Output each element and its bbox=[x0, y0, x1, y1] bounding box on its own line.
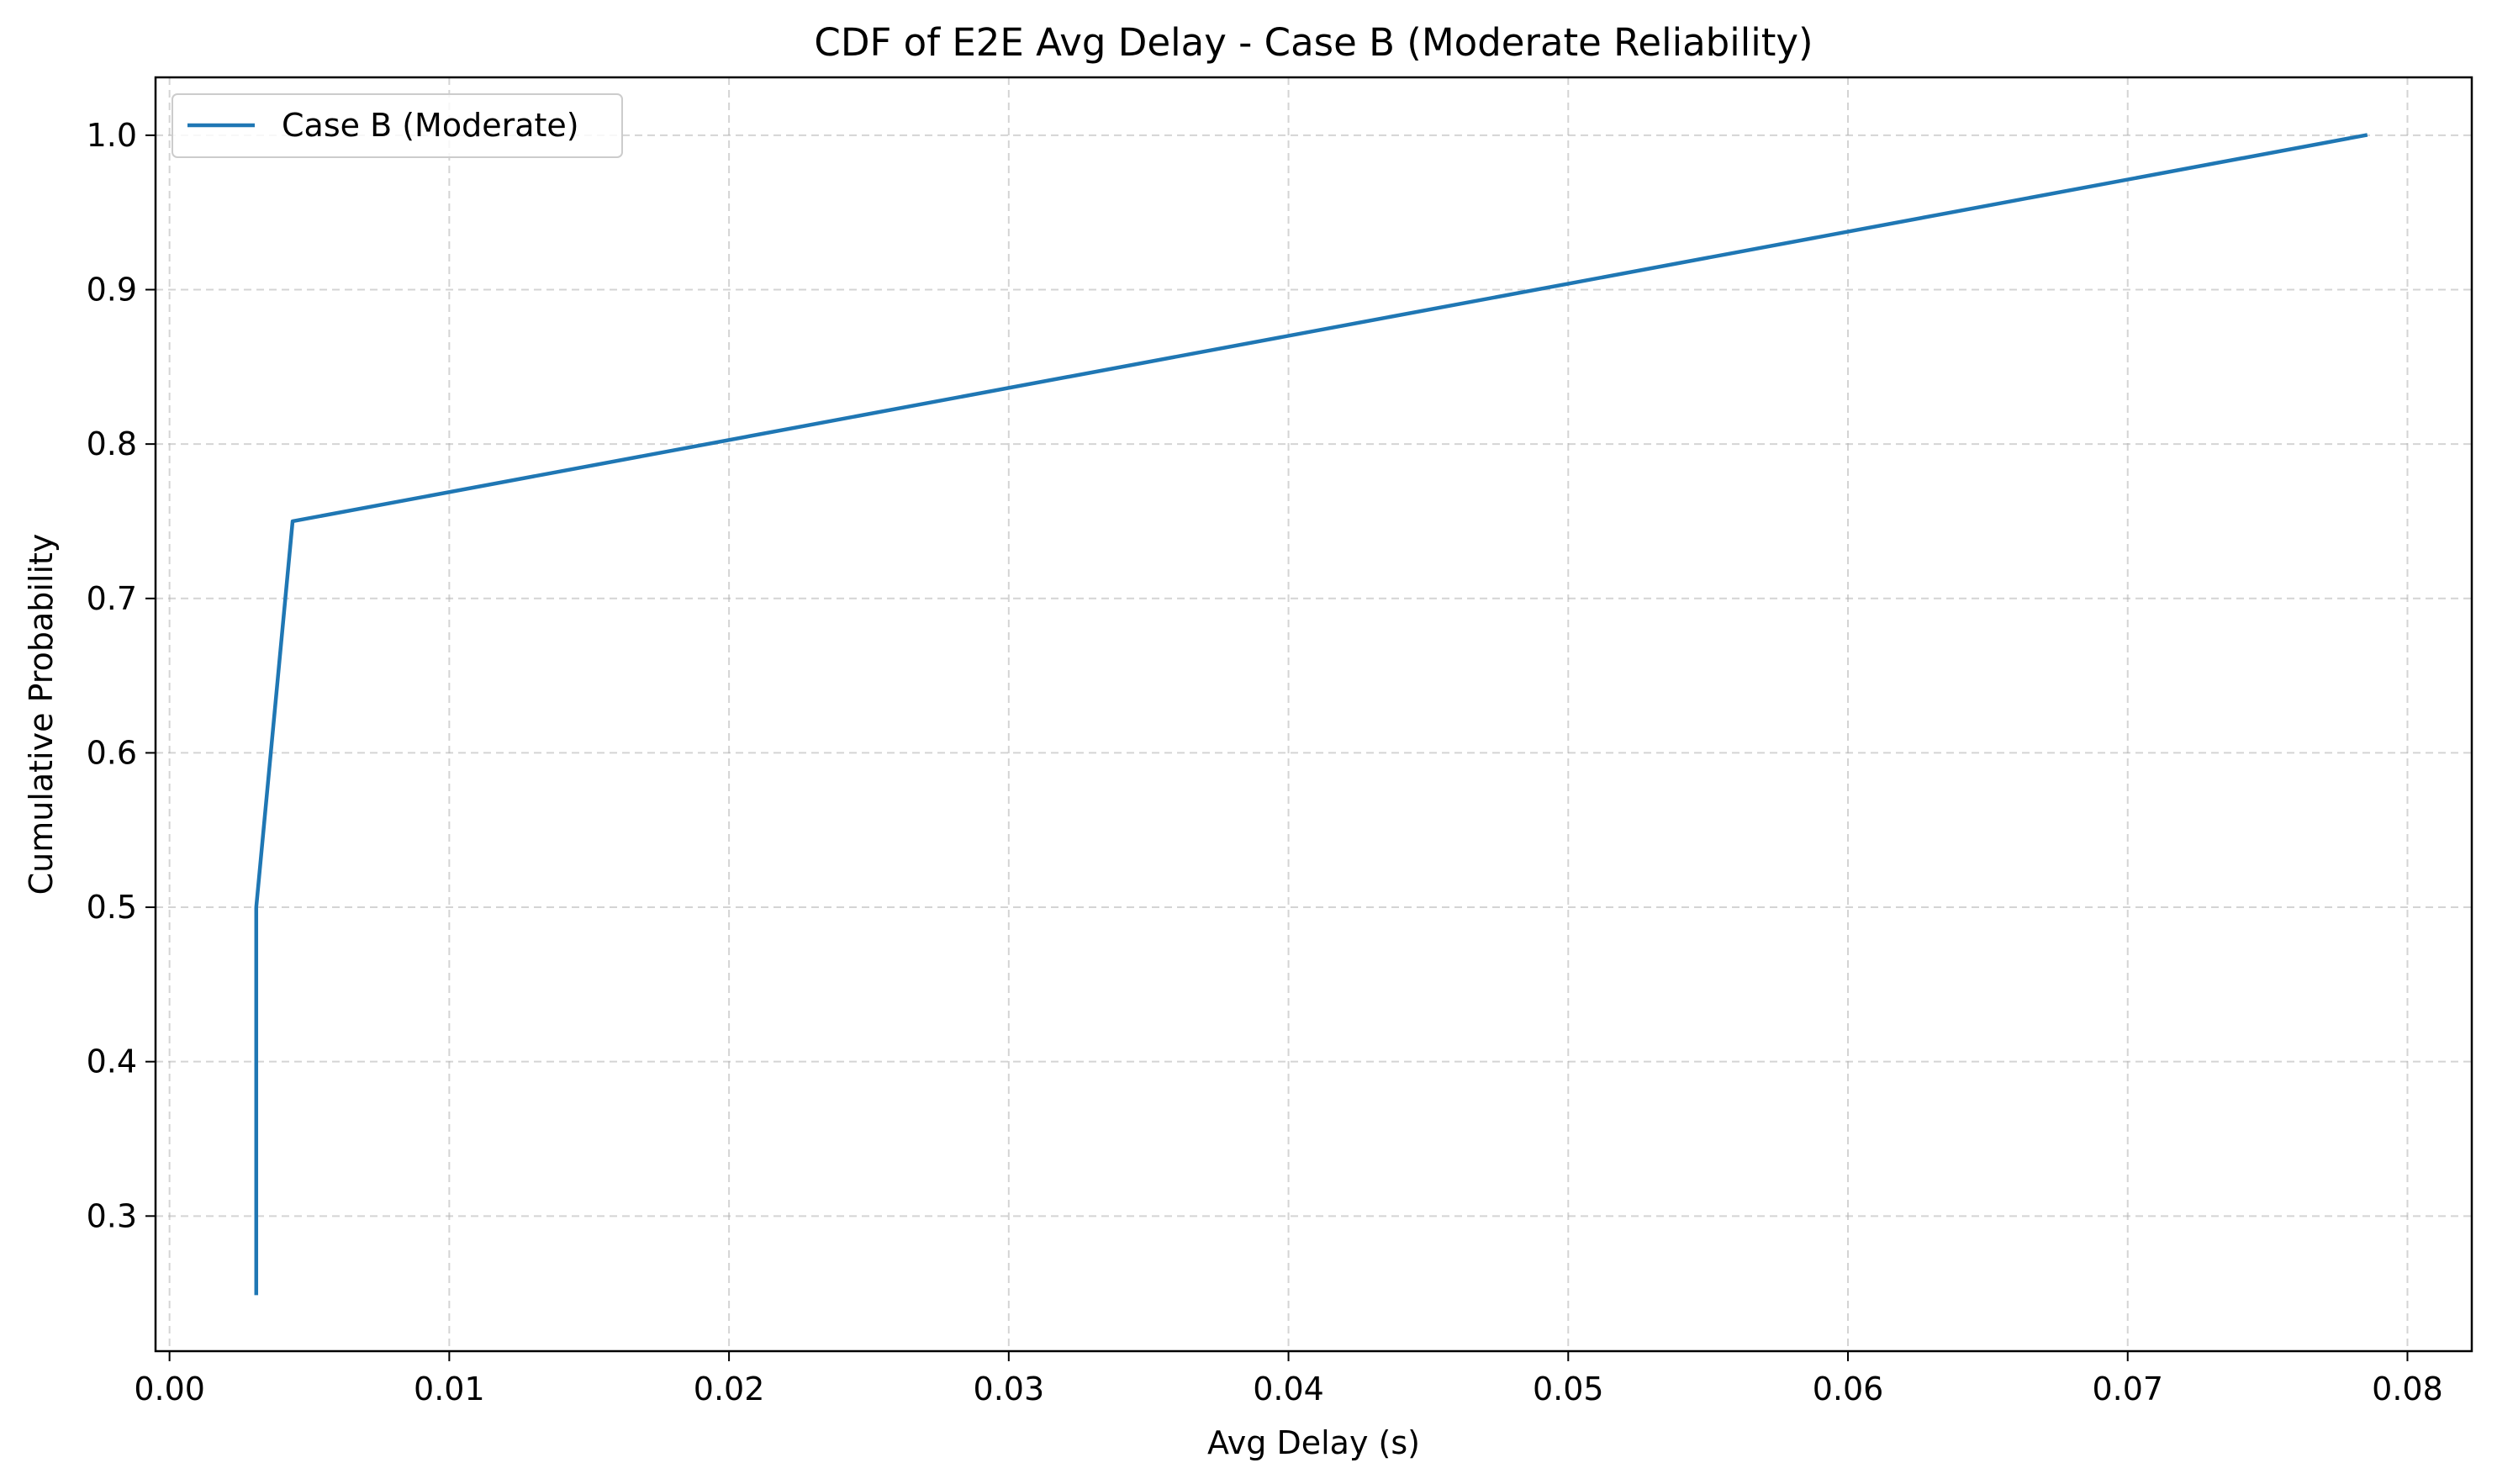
x-tick-label-4: 0.04 bbox=[1253, 1370, 1324, 1407]
series-line-0 bbox=[254, 133, 2368, 1296]
x-tick-label-7: 0.07 bbox=[2092, 1370, 2163, 1407]
plot-area-frame bbox=[154, 76, 2473, 1353]
axis-ticks: 0.00 0.01 0.02 0.03 0.04 0.05 0.06 0.07 0.08 0.3 0… bbox=[87, 117, 2443, 1407]
x-tick-label-0: 0.00 bbox=[134, 1370, 205, 1407]
x-tick-label-6: 0.06 bbox=[1813, 1370, 1884, 1407]
legend-label-0: Case B (Moderate) bbox=[282, 107, 579, 144]
y-tick-label-5: 0.8 bbox=[87, 425, 137, 462]
y-tick-label-0: 0.3 bbox=[87, 1197, 137, 1234]
legend-box bbox=[172, 93, 623, 158]
x-tick-label-2: 0.02 bbox=[694, 1370, 765, 1407]
y-tick-label-2: 0.5 bbox=[87, 889, 137, 926]
y-tick-label-7: 1.0 bbox=[87, 117, 137, 154]
y-tick-label-1: 0.4 bbox=[87, 1043, 137, 1080]
x-tick-label-1: 0.01 bbox=[414, 1370, 485, 1407]
x-axis-label: Avg Delay (s) bbox=[1207, 1424, 1420, 1461]
y-tick-label-6: 0.9 bbox=[87, 272, 137, 309]
legend: Case B (Moderate) bbox=[172, 93, 623, 158]
y-tick-label-4: 0.7 bbox=[87, 580, 137, 617]
grid bbox=[156, 77, 2472, 1351]
x-tick-label-3: 0.03 bbox=[974, 1370, 1045, 1407]
series-layer bbox=[254, 133, 2368, 1296]
y-axis-label: Cumulative Probability bbox=[23, 534, 60, 895]
x-tick-label-8: 0.08 bbox=[2372, 1370, 2443, 1407]
chart-title: CDF of E2E Avg Delay - Case B (Moderate … bbox=[814, 20, 1813, 65]
y-tick-label-3: 0.6 bbox=[87, 734, 137, 771]
x-tick-label-5: 0.05 bbox=[1533, 1370, 1604, 1407]
